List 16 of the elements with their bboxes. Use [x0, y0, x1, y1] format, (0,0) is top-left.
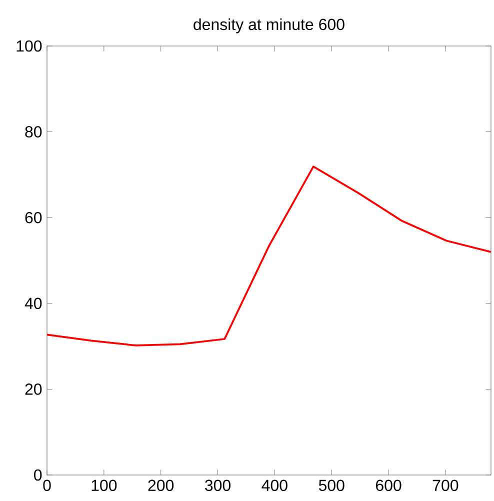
x-tick-label: 300 [205, 480, 230, 492]
x-tick-label: 0 [43, 480, 51, 492]
y-tick-label: 0 [34, 469, 42, 481]
y-tick-label: 80 [25, 126, 42, 138]
line-series [47, 166, 491, 346]
x-tick-label: 100 [92, 480, 117, 492]
x-tick-label: 200 [148, 480, 174, 492]
x-tick-label: 500 [318, 480, 344, 492]
chart-title: density at minute 600 [194, 18, 344, 34]
x-tick-label: 700 [432, 480, 458, 492]
x-tick-label: 400 [262, 480, 288, 492]
y-tick-label: 60 [25, 212, 42, 224]
y-tick-label: 100 [16, 40, 42, 52]
y-tick-label: 20 [25, 384, 42, 395]
x-tick-label: 600 [376, 480, 402, 492]
y-tick-label: 40 [24, 298, 42, 310]
